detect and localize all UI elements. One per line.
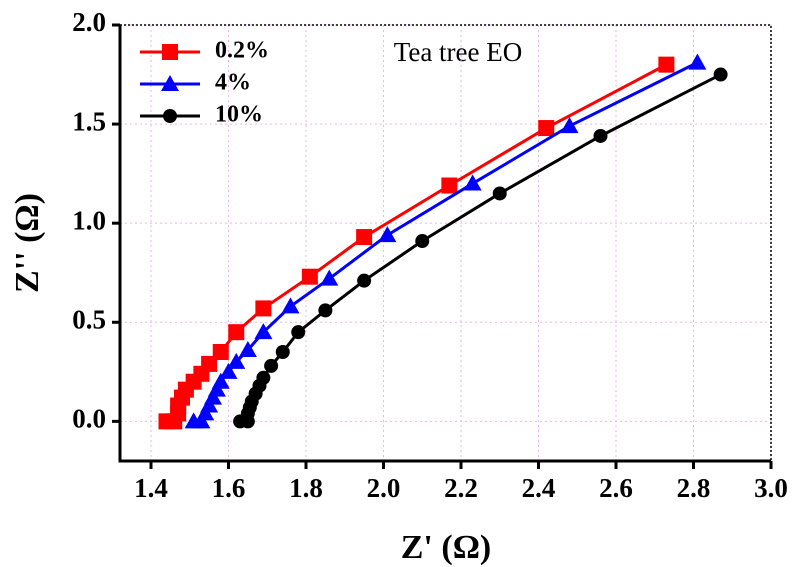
marker xyxy=(318,303,333,318)
marker xyxy=(713,67,728,82)
marker xyxy=(212,344,229,360)
series-line xyxy=(240,73,722,423)
marker xyxy=(658,56,675,73)
y-tick-label: 0.0 xyxy=(72,404,106,434)
marker xyxy=(238,341,257,358)
marker xyxy=(254,323,273,340)
frame xyxy=(120,24,772,461)
annotation: Tea tree EO xyxy=(394,37,523,67)
marker xyxy=(492,186,507,201)
x-axis-label: Z' (Ω) xyxy=(401,529,492,566)
marker xyxy=(688,53,707,70)
y-axis-label: Z'' (Ω) xyxy=(9,193,46,293)
legend-label: 4% xyxy=(215,70,251,96)
marker xyxy=(291,325,306,340)
marker xyxy=(227,352,246,369)
marker xyxy=(211,372,230,389)
x-tick-label: 1.4 xyxy=(134,473,168,503)
x-tick-label: 1.8 xyxy=(289,473,323,503)
x-tick-label: 3.0 xyxy=(754,473,788,503)
marker xyxy=(320,269,339,286)
marker xyxy=(301,268,318,285)
marker xyxy=(441,177,458,194)
marker xyxy=(538,120,555,137)
marker xyxy=(415,234,430,249)
x-tick-label: 2.8 xyxy=(677,473,711,503)
marker xyxy=(378,226,397,243)
legend-marker xyxy=(161,75,179,91)
axes xyxy=(118,25,771,463)
marker xyxy=(463,174,482,191)
marker xyxy=(228,324,245,341)
marker xyxy=(256,370,271,385)
x-tick-label: 2.4 xyxy=(522,473,556,503)
marker xyxy=(264,358,279,373)
marker xyxy=(356,229,373,246)
marker xyxy=(357,273,372,288)
marker xyxy=(219,362,238,379)
legend-marker xyxy=(163,109,177,123)
y-tick-label: 1.5 xyxy=(72,106,106,136)
marker xyxy=(560,117,579,134)
y-tick-label: 2.0 xyxy=(72,7,106,37)
marker xyxy=(593,128,608,143)
x-tick-label: 2.6 xyxy=(599,473,633,503)
marker xyxy=(275,345,290,359)
y-tick-label: 0.5 xyxy=(72,304,106,334)
legend-label: 0.2% xyxy=(215,38,269,64)
marker xyxy=(281,297,300,314)
x-tick-label: 1.6 xyxy=(212,473,246,503)
y-tick-label: 1.0 xyxy=(72,205,106,235)
legend-marker xyxy=(162,44,178,60)
x-tick-label: 2.0 xyxy=(367,473,401,503)
x-tick-label: 2.2 xyxy=(444,473,478,503)
legend-label: 10% xyxy=(215,102,263,128)
marker xyxy=(255,300,272,317)
